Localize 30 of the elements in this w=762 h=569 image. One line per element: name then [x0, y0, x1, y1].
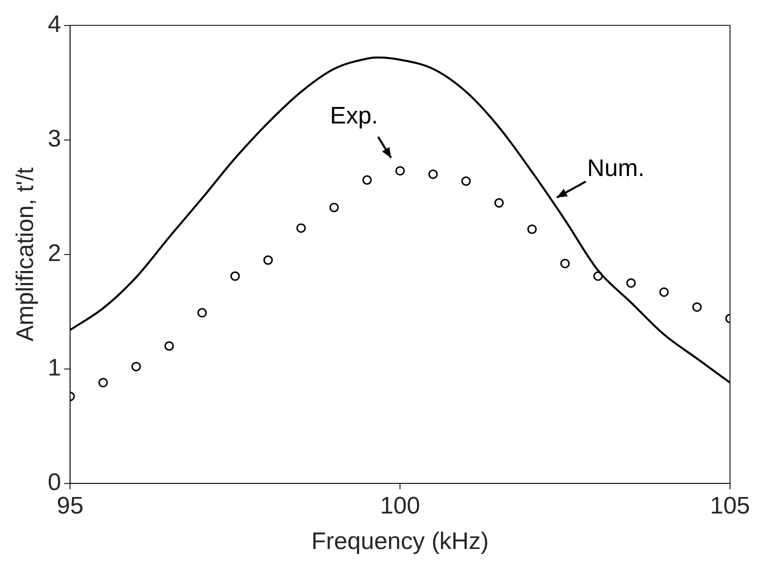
point	[461, 176, 471, 186]
annotation: Num.	[587, 155, 645, 182]
point	[164, 341, 174, 351]
point	[626, 278, 636, 288]
point	[395, 166, 405, 176]
y-tick-label: 2	[48, 240, 62, 268]
point	[659, 287, 669, 297]
point	[263, 255, 273, 265]
point	[494, 198, 504, 208]
point	[527, 224, 537, 234]
point	[329, 202, 339, 212]
point	[428, 170, 438, 179]
x-tick-label: 100	[380, 492, 420, 520]
point	[296, 223, 306, 233]
point	[692, 302, 702, 312]
point	[560, 258, 570, 268]
point	[98, 378, 108, 388]
point	[362, 175, 372, 185]
point	[230, 271, 240, 281]
annotation: Exp.	[330, 102, 378, 130]
x-tick-label: 105	[710, 492, 750, 520]
line-series	[70, 56, 730, 384]
y-axis-title: Amplification, t'/t	[12, 167, 40, 342]
y-tick-label: 1	[48, 354, 62, 382]
point	[593, 271, 603, 281]
point	[197, 308, 207, 318]
x-axis-title: Frequency (kHz)	[311, 528, 489, 556]
y-tick-label: 4	[48, 11, 62, 38]
point	[131, 362, 141, 372]
y-tick-label: 3	[48, 126, 62, 153]
